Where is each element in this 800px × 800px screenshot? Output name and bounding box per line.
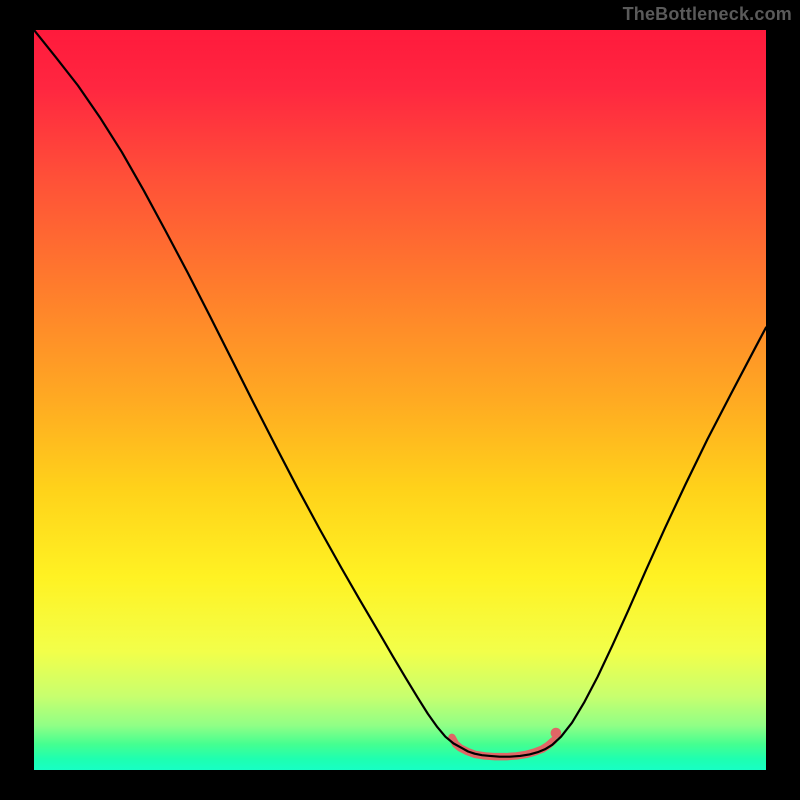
watermark-text: TheBottleneck.com [623,4,792,25]
plot-background [34,30,766,770]
bottleneck-curve-chart [0,0,800,800]
chart-frame: TheBottleneck.com [0,0,800,800]
